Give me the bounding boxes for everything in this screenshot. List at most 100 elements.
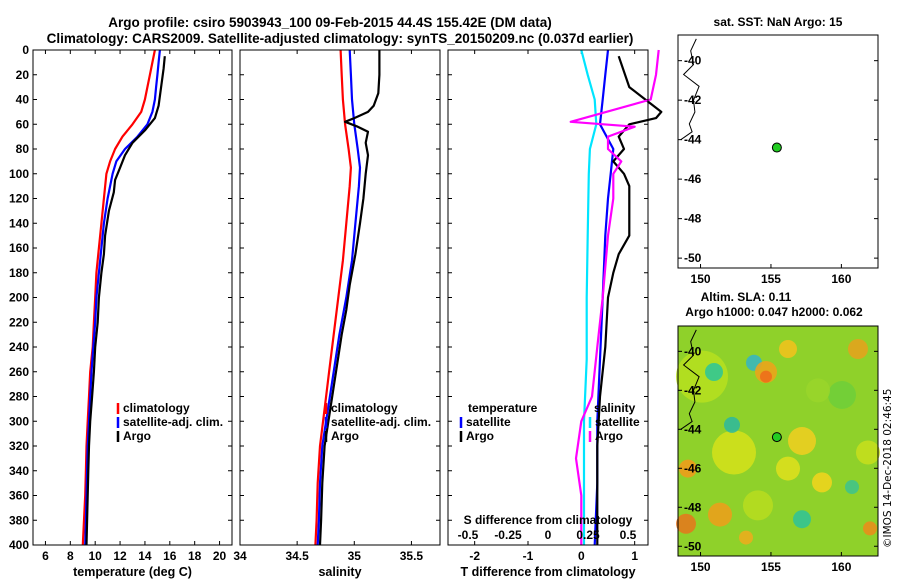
sla-anomaly-blob (760, 370, 772, 383)
x-tick-label: 20 (213, 549, 227, 563)
x-tick-label: 34.5 (285, 549, 309, 563)
series-line-climatology (314, 49, 352, 546)
map-lon-label: 155 (761, 272, 781, 286)
map-lon-label: 160 (831, 272, 851, 286)
sla-anomaly-blob (679, 459, 697, 478)
x-tick-label: 8 (67, 549, 74, 563)
y-tick-label: 100 (9, 167, 29, 181)
y-tick-label: 140 (9, 216, 29, 230)
legend-label: Argo (123, 429, 151, 443)
series-line-t-satellite (593, 49, 615, 546)
y-tick-label: 300 (9, 414, 29, 428)
sla-anomaly-blob (779, 340, 797, 358)
map-lat-label: -42 (684, 383, 702, 397)
series-line-satellite-adj-clim- (316, 49, 362, 546)
series-line-argo (85, 56, 166, 546)
sla-anomaly-blob (793, 510, 811, 529)
sla-anomaly-blob (739, 530, 753, 545)
y-tick-label: 400 (9, 538, 29, 552)
difference-panel: -2 -1 0 1 T difference from climatology tempe… (447, 49, 663, 579)
x-tick-label: 12 (113, 549, 127, 563)
series-line-s-satellite (580, 49, 598, 545)
series-line-t-argo (596, 55, 663, 545)
series-line-argo (318, 50, 381, 546)
x-axis-label: T difference from climatology (460, 565, 635, 579)
series-line-climatology (81, 49, 156, 546)
sla-anomaly-blob (856, 440, 880, 465)
legend-label: climatology (123, 401, 190, 415)
salinity-panel: 34 34.5 35 35.5 salinity climatologysatellite… (233, 49, 441, 579)
plot-frame (447, 49, 649, 546)
sla-map-title: Altim. SLA: 0.11 (701, 290, 792, 304)
legend-label: satellite-adj. clim. (331, 415, 431, 429)
legend-title-salinity: salinity (594, 401, 636, 415)
x-tick-label: 16 (163, 549, 177, 563)
map-lon-label: 150 (691, 272, 711, 286)
map-lat-label: -50 (684, 539, 702, 553)
x-tick-label: 18 (188, 549, 202, 563)
y-tick-label: 0 (22, 43, 29, 57)
legend-label: Argo (331, 429, 359, 443)
plot-frame (32, 49, 233, 546)
map-lon-label: 160 (831, 560, 851, 574)
map-lat-label: -40 (684, 54, 702, 68)
map-lon-label: 150 (691, 560, 711, 574)
s-tick-label: -0.25 (494, 528, 522, 542)
x-tick-label: 0 (578, 549, 585, 563)
sla-anomaly-blob (806, 378, 830, 403)
y-tick-label: 40 (16, 93, 30, 107)
y-tick-label: 380 (9, 513, 29, 527)
map-lat-label: -50 (684, 251, 702, 265)
map-lat-label: -40 (684, 344, 702, 358)
argo-float-marker (771, 142, 782, 153)
sst-map-panel: sat. SST: NaN Argo: 15 -40 -42 -44 -46 -48 -50… (677, 15, 879, 286)
y-tick-label: 260 (9, 365, 29, 379)
imos-credit: ©IMOS 14-Dec-2018 02:46:45 (882, 389, 894, 548)
sla-anomaly-blob (848, 339, 868, 359)
x-tick-label: 6 (42, 549, 49, 563)
sst-map-title: sat. SST: NaN Argo: 15 (714, 15, 843, 29)
map-lat-label: -46 (684, 461, 702, 475)
s-tick-label: 0.25 (576, 528, 600, 542)
sla-anomaly-blob (743, 490, 773, 521)
x-tick-label: -2 (469, 549, 480, 563)
map-lat-label: -44 (684, 133, 702, 147)
y-tick-label: 200 (9, 291, 29, 305)
y-tick-label: 160 (9, 241, 29, 255)
x-tick-label: 35 (348, 549, 362, 563)
y-tick-label: 360 (9, 489, 29, 503)
legend-label: satellite (466, 415, 511, 429)
sla-anomaly-blob (776, 456, 800, 481)
y-tick-label: 340 (9, 464, 29, 478)
sla-anomaly-blob (712, 430, 756, 475)
y-tick-label: 180 (9, 266, 29, 280)
s-tick-label: 0.5 (620, 528, 637, 542)
map-lat-label: -42 (684, 93, 702, 107)
x-tick-label: 34 (233, 549, 247, 563)
y-tick-label: 280 (9, 390, 29, 404)
x-axis-label: salinity (318, 565, 361, 579)
map-frame (677, 34, 879, 269)
x-tick-label: 1 (631, 549, 638, 563)
map-lat-label: -46 (684, 172, 702, 186)
y-tick-label: 60 (16, 117, 30, 131)
series-line-s-argo (569, 49, 660, 545)
y-tick-label: 120 (9, 192, 29, 206)
figure-title-line2: Climatology: CARS2009. Satellite-adjuste… (47, 31, 634, 46)
argo-float-marker (771, 432, 782, 443)
legend-label: satellite (595, 415, 640, 429)
map-frame (677, 325, 879, 557)
sla-anomaly-blob (812, 472, 832, 493)
y-tick-label: 220 (9, 315, 29, 329)
sla-anomaly-blob (828, 381, 856, 409)
legend-label: satellite-adj. clim. (123, 415, 223, 429)
sla-anomaly-blob (788, 427, 816, 455)
map-lat-label: -48 (684, 500, 702, 514)
coastline (680, 329, 700, 430)
y-tick-label: 20 (16, 68, 30, 82)
plot-frame (239, 49, 441, 546)
sla-map-subtitle: Argo h1000: 0.047 h2000: 0.062 (685, 305, 863, 319)
y-tick-label: 240 (9, 340, 29, 354)
salinity-difference-axis-label: S difference from climatology (464, 513, 633, 527)
